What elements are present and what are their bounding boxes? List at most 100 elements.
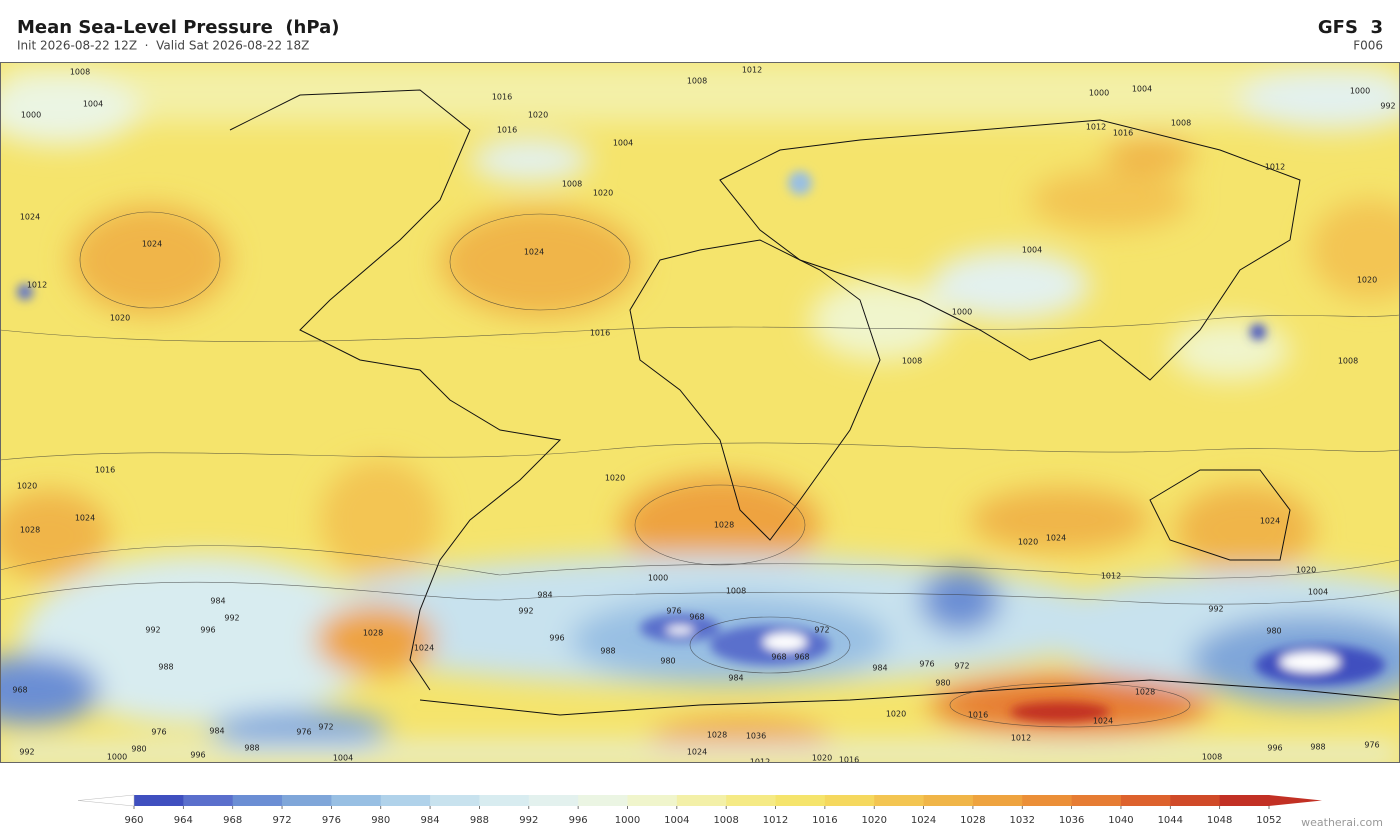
contour-label: 1016 [497,126,517,135]
contour-label: 988 [158,663,173,672]
colorbar-tick-label: 980 [371,815,390,826]
contour-label: 1004 [613,139,633,148]
colorbar-band [726,795,777,806]
contour-label: 1012 [1101,572,1121,581]
contour-label: 1024 [414,644,434,653]
colorbar-band [1219,795,1270,806]
colorbar-tick-label: 960 [124,815,143,826]
watermark: weatherai.com [1301,816,1383,829]
contour-label: 1028 [20,526,40,535]
contour-label: 1000 [648,574,668,583]
colorbar-band [282,795,332,806]
contour-label: 1008 [562,180,582,189]
colorbar-tick-label: 988 [470,815,489,826]
colorbar-band [972,795,1023,806]
contour-label: 1028 [714,521,734,530]
colorbar-tick-label: 996 [569,815,588,826]
colorbar-tick-label: 1008 [713,815,738,826]
contour-label: 1028 [707,731,727,740]
contour-label: 1016 [1113,129,1133,138]
contour-label: 1004 [1308,588,1328,597]
contour-label: 968 [689,613,704,622]
contour-label: 1012 [1011,734,1031,743]
contour-label: 992 [19,748,34,757]
contour-label: 984 [728,674,743,683]
contour-label: 1008 [1202,753,1222,762]
contour-label: 1012 [1265,163,1285,172]
contour-label: 1020 [17,482,37,491]
colorbar-band [874,795,925,806]
contour-label: 1008 [687,77,707,86]
contour-label: 1020 [1018,538,1038,547]
contour-label: 984 [210,597,225,606]
contour-label: 996 [549,634,564,643]
colorbar-tick-label: 964 [174,815,193,826]
contour-label: 1000 [1089,89,1109,98]
contour-label: 1008 [70,68,90,77]
colorbar-tick-label: 992 [519,815,538,826]
colorbar-tick-label: 1012 [763,815,788,826]
contour-label: 1020 [110,314,130,323]
contour-label: 1024 [687,748,707,757]
contour-label: 1012 [750,758,770,767]
contour-label: 1020 [605,474,625,483]
contour-label: 980 [935,679,950,688]
contour-label: 976 [666,607,681,616]
contour-label: 1016 [839,756,859,765]
contour-label: 1020 [886,710,906,719]
colorbar-band [1120,795,1171,806]
colorbar-band [676,795,727,806]
contour-label: 1016 [95,466,115,475]
contour-label: 980 [131,745,146,754]
contour-label: 984 [209,727,224,736]
contour-label: 1012 [1086,123,1106,132]
colorbar-tick-label: 1000 [615,815,640,826]
contour-label: 984 [872,664,887,673]
contour-label: 1004 [1132,85,1152,94]
contour-label: 972 [318,723,333,732]
colorbar-tick-label: 1020 [861,815,886,826]
contour-label: 1024 [1260,517,1280,526]
colorbar-tick-label: 984 [421,815,440,826]
colorbar-band [1022,795,1073,806]
colorbar-under [77,794,135,807]
forecast-hour: F006 [1353,39,1383,53]
colorbar-band [923,795,974,806]
pressure-cores [17,171,1385,722]
contour-label: 988 [244,744,259,753]
colorbar-tick-label: 1016 [812,815,837,826]
colorbar-band [479,795,530,806]
contour-label: 996 [1267,744,1282,753]
colorbar-band [578,795,628,806]
contour-label: 988 [1310,743,1325,752]
colorbar-band [1071,795,1122,806]
colorbar-tick-label: 1048 [1207,815,1232,826]
colorbar-band [528,795,579,806]
colorbar-band [430,795,480,806]
colorbar-tick-label: 1032 [1010,815,1035,826]
contour-label: 1016 [968,711,988,720]
contour-label: 1016 [492,93,512,102]
contour-label: 1004 [1022,246,1042,255]
contour-label: 976 [919,660,934,669]
contour-label: 992 [145,626,160,635]
contour-label: 976 [151,728,166,737]
contour-label: 1000 [21,111,41,120]
colorbar-band [627,795,678,806]
contour-label: 984 [537,591,552,600]
contour-label: 980 [660,657,675,666]
contour-label: 1004 [83,100,103,109]
contour-label: 996 [190,751,205,760]
contour-label: 1020 [593,189,613,198]
colorbar-tick-label: 968 [223,815,242,826]
contour-label: 1008 [1171,119,1191,128]
contour-label: 1024 [20,213,40,222]
contour-label: 1000 [107,753,127,762]
colorbar-band [824,795,875,806]
contour-label: 1000 [952,308,972,317]
pressure-field [0,62,1400,763]
contour-label: 1020 [528,111,548,120]
contour-label: 1028 [1135,688,1155,697]
title: Mean Sea-Level Pressure (hPa) [17,17,339,38]
